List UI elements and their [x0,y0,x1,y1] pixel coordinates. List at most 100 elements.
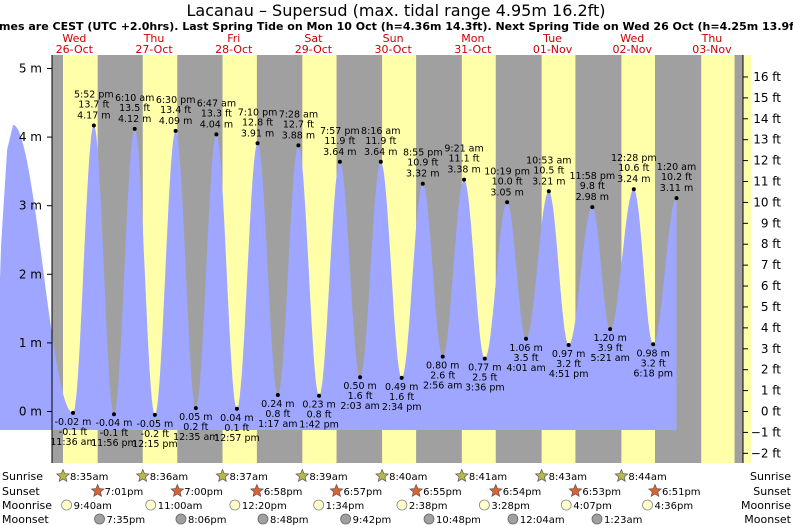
day-weekday: Fri [227,32,240,45]
tide-point [152,412,157,417]
high-tide-meters: 3.32 m [406,169,439,180]
high-tide-meters: 3.91 m [241,128,274,139]
day-date: 26-Oct [56,43,94,56]
sunset-time: 6:54pm [503,487,542,498]
sunrise-time: 8:37am [230,472,268,483]
low-tide-feet: 3.5 ft [514,353,539,364]
right-tick-label: 9 ft [761,216,781,230]
moonrise-time: 3:28pm [491,501,530,512]
chart-title: Lacanau – Supersud (max. tidal range 4.9… [186,1,605,20]
sunrise-time: 8:35am [70,472,108,483]
row-label-moonrise-right: Moonrise [741,499,791,512]
day-weekday: Wed [620,32,644,45]
moonset-icon [257,513,269,525]
row-label-sunset-left: Sunset [2,485,40,498]
right-tick-label: 5 ft [761,300,781,314]
low-tide-feet: 3.2 ft [556,359,581,370]
row-label-sunrise-right: Sunrise [750,470,791,483]
high-tide-feet: 11.9 ft [324,136,355,147]
sunrise-time: 8:44am [628,472,666,483]
sunset-time: 6:58pm [264,487,303,498]
high-tide-feet: 11.1 ft [449,154,480,165]
low-tide-meters: 0.50 m [343,381,376,392]
moonrise-icon [642,499,653,511]
low-tide-time: 4:51 pm [549,369,589,380]
moonset-time: 10:48pm [436,515,481,525]
low-tide-time: 3:36 pm [465,383,505,394]
left-tick-label: 0 m [19,405,42,419]
low-tide-meters: 0.23 m [302,400,335,411]
sunset-time: 6:51pm [662,487,701,498]
high-tide-time: 7:57 pm [320,126,360,137]
right-tick-label: 8 ft [761,237,781,251]
low-tide-meters: 0.80 m [426,361,459,372]
low-tide-time: 2:56 am [423,381,462,392]
tide-point [505,200,510,205]
sunrise-icon [135,468,150,483]
sunrise-icon [215,468,230,483]
sunrise-time: 8:41am [469,472,507,483]
tide-point [674,196,679,201]
high-tide-feet: 13.5 ft [119,103,150,114]
low-tide-feet: -0.2 ft [141,429,170,440]
day-header-group: Wed26-OctThu27-OctFri28-OctSat29-OctSun3… [56,32,732,56]
high-tide-time: 6:30 pm [156,95,196,106]
sunrise-icon [614,468,629,483]
high-tide-feet: 12.7 ft [283,119,314,130]
low-tide-time: 2:34 pm [382,402,422,413]
right-tick-label: 13 ft [753,133,781,147]
day-date: 02-Nov [613,43,653,56]
low-tide-meters: 0.05 m [179,412,212,423]
high-tide-time: 1:20 am [657,162,696,173]
day-date: 27-Oct [135,43,173,56]
tide-point [132,126,137,131]
sunrise-icon [534,468,549,483]
day-weekday: Sat [304,32,323,45]
low-tide-time: 11:56 pm [91,438,137,449]
tide-point [255,141,260,146]
low-tide-time: 12:35 am [173,432,218,443]
low-tide-feet: 2.6 ft [430,371,455,382]
tide-point [566,342,571,347]
low-tide-feet: 3.2 ft [641,358,666,369]
high-tide-feet: 13.4 ft [160,105,191,116]
tide-point [651,342,656,347]
high-tide-meters: 3.21 m [532,176,565,187]
right-tick-label: 3 ft [761,342,781,356]
sunrise-time: 8:40am [389,472,427,483]
right-axis-feet: −2 ft −1 ft 0 ft 1 ft 2 ft 3 ft 4 ft 5 ft 6 ft 7 … [743,70,781,460]
tide-point [173,128,178,133]
day-weekday: Thu [143,32,165,45]
low-tide-feet: 2.5 ft [472,373,497,384]
high-tide-time: 5:52 pm [74,89,114,100]
day-weekday: Thu [701,32,723,45]
high-tide-meters: 4.04 m [200,119,233,130]
high-tide-time: 6:10 am [115,93,154,104]
sunset-icon [329,483,344,498]
low-tide-time: 5:21 am [590,353,629,364]
tide-point [71,410,76,415]
left-tick-label: 1 m [19,336,42,350]
right-tick-label: 10 ft [753,195,781,209]
low-tide-time: 6:18 pm [633,368,673,379]
moonset-time: 9:42pm [353,515,392,525]
moonrise-time: 4:07pm [573,501,612,512]
high-tide-time: 7:10 pm [238,107,278,118]
high-tide-time: 8:55 pm [403,148,443,159]
moonrise-icon [560,499,572,511]
low-tide-meters: -0.04 m [96,418,133,429]
moonrise-icon [229,499,241,511]
low-tide-meters: -0.02 m [55,417,92,428]
day-weekday: Mon [461,32,484,45]
low-tide-time: 1:42 pm [299,420,339,431]
low-tide-feet: 0.8 ft [307,410,332,421]
tide-point [91,123,96,128]
high-tide-time: 10:19 pm [484,166,530,177]
low-tide-meters: -0.05 m [136,419,173,430]
sunrise-icon [295,468,310,483]
moonset-time: 8:06pm [188,515,227,525]
right-tick-label: 16 ft [753,70,781,84]
